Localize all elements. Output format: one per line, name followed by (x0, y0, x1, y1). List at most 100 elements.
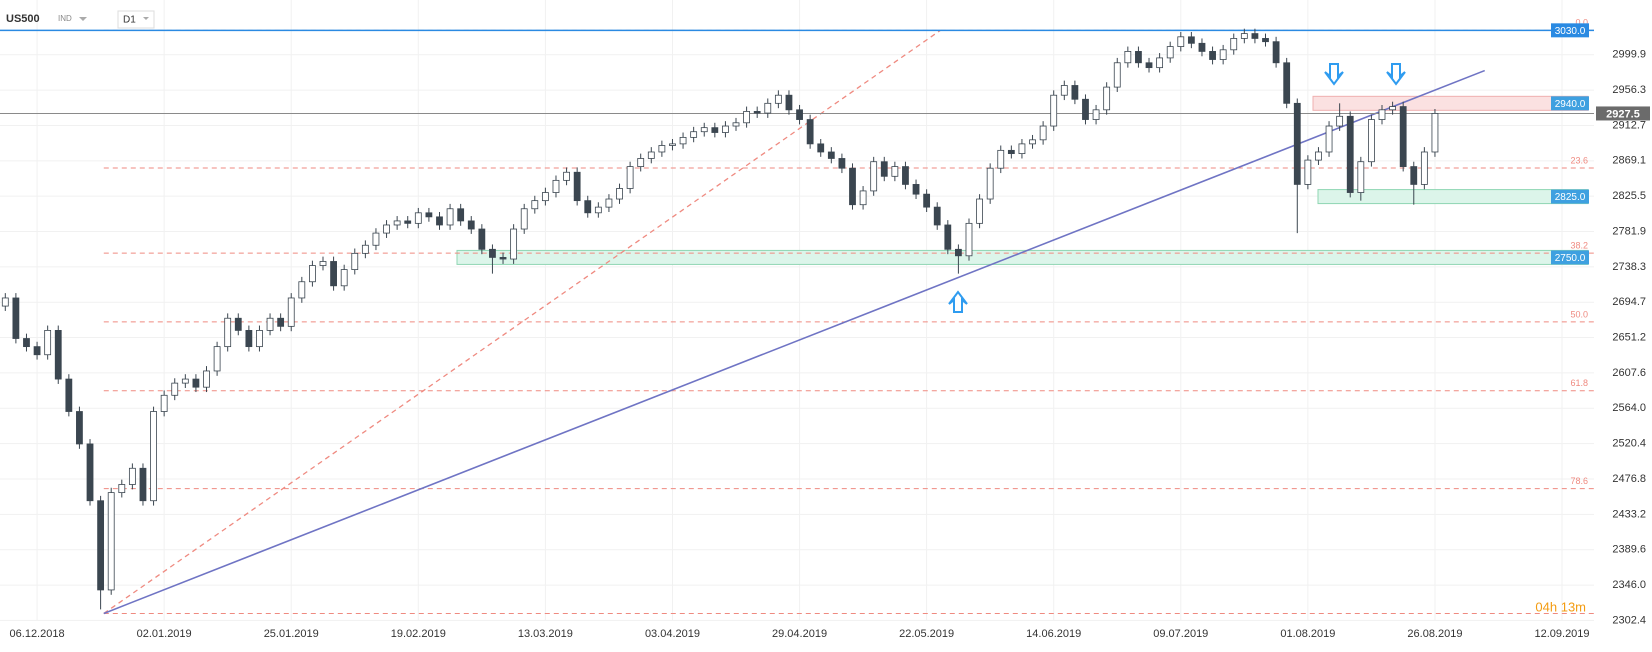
y-tick-label: 2912.7 (1612, 119, 1646, 131)
candle-body (1431, 113, 1439, 153)
timeframe[interactable]: D1 (123, 15, 136, 26)
x-tick-label: 22.05.2019 (899, 628, 954, 640)
price-box (1551, 189, 1589, 204)
price-box-label: 3030.0 (1555, 26, 1586, 37)
y-tick-label: 2476.8 (1612, 473, 1646, 485)
candle-body (1071, 85, 1079, 100)
header: US500 IND D1 (6, 10, 155, 29)
candle-body (1124, 51, 1132, 64)
candle-body (541, 192, 549, 202)
dropdown-icon[interactable] (143, 17, 149, 20)
candle-body (1230, 38, 1238, 51)
candle-body (404, 220, 412, 224)
candle-body (1325, 125, 1333, 153)
candle-body (552, 179, 560, 193)
candle-body (1007, 149, 1015, 155)
candle-body (923, 193, 931, 208)
candle-body (97, 500, 105, 591)
price-box-label: 2750.0 (1555, 253, 1586, 264)
candle-body (393, 220, 401, 226)
candle-body (118, 484, 126, 494)
candle-body (986, 167, 994, 200)
candle-body (1346, 115, 1354, 193)
candle-body (902, 166, 909, 185)
candle-body (1082, 98, 1089, 120)
signal-arrow (948, 290, 968, 313)
candle-body (107, 492, 115, 591)
price-box (1551, 96, 1589, 111)
candle-body (584, 200, 592, 214)
symbol[interactable]: US500 (6, 13, 40, 25)
y-tick-label: 2607.6 (1612, 367, 1646, 379)
candle-body (912, 184, 920, 195)
candle-body (859, 190, 867, 206)
candle-body (955, 248, 962, 257)
candle-body (436, 216, 443, 226)
market: IND (58, 14, 72, 23)
candle-body (679, 136, 687, 145)
candle-body (1156, 57, 1164, 69)
dropdown-icon[interactable] (79, 17, 87, 21)
y-tick-label: 2564.0 (1612, 402, 1646, 414)
candle-body (1389, 106, 1396, 111)
candle-body (425, 212, 433, 218)
candle-body (838, 158, 846, 169)
candle-body (414, 212, 422, 224)
candle-body (1103, 86, 1111, 111)
y-tick-label: 2433.2 (1612, 508, 1646, 520)
candle-body (616, 188, 623, 200)
timeframe-box[interactable] (117, 10, 155, 29)
candle-body (849, 167, 856, 206)
candle-body (1219, 49, 1227, 60)
x-tick-label: 09.07.2019 (1153, 628, 1208, 640)
fib-label: 78.6 (1570, 476, 1588, 486)
candle-body (563, 171, 570, 181)
candle-body (1198, 42, 1206, 52)
y-tick-label: 2694.7 (1612, 296, 1646, 308)
candle-body (309, 265, 316, 283)
candle-body (1209, 51, 1216, 60)
candle-body (33, 346, 41, 356)
candle-body (457, 208, 465, 222)
signal-arrow (1386, 63, 1406, 86)
candle-body (76, 411, 83, 445)
fib-label: 0.0 (1575, 18, 1588, 28)
candle-body (128, 467, 136, 485)
candle-body (700, 127, 708, 133)
x-tick-label: 29.04.2019 (772, 628, 827, 640)
candle-body (1, 297, 9, 307)
candle-body (711, 127, 719, 133)
candle-body (732, 122, 740, 127)
price-box (1551, 23, 1589, 38)
candle-body (573, 171, 581, 202)
candle-body (489, 248, 496, 258)
candle-body (234, 317, 242, 331)
candle-body (361, 244, 369, 254)
candle-body (12, 297, 20, 339)
candle-body (478, 228, 486, 250)
candle-body (933, 206, 941, 226)
candle-body (626, 166, 634, 189)
candle-body (997, 149, 1005, 169)
candle-body (54, 330, 62, 380)
x-tick-label: 14.06.2019 (1026, 628, 1081, 640)
candle-body (1092, 109, 1100, 120)
candle-body (880, 161, 888, 177)
candle-body (160, 394, 168, 412)
candle-body (1240, 33, 1248, 39)
candle-body (340, 269, 348, 287)
candle-body (1315, 151, 1322, 161)
candle-body (1251, 33, 1259, 39)
candle-body (976, 198, 983, 224)
candle-body (796, 109, 803, 120)
candle-body (647, 151, 655, 159)
price-box-label: 2940.0 (1555, 99, 1586, 110)
candle-body (1336, 115, 1344, 127)
candle-body (499, 257, 507, 260)
candle-body (753, 111, 761, 114)
fib-diagonal (103, 29, 941, 614)
candle-body (298, 281, 306, 299)
candle-body (383, 224, 390, 234)
candle-body (774, 94, 782, 104)
candle-body (266, 317, 274, 331)
